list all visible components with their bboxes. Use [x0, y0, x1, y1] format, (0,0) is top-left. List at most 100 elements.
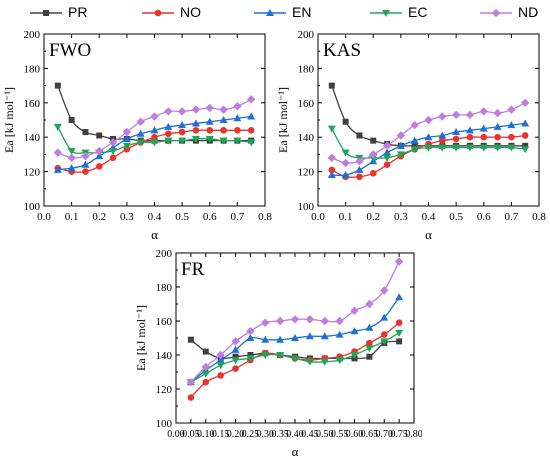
- data-point-no: [217, 372, 224, 379]
- data-point-en: [233, 114, 242, 122]
- data-point-no: [206, 127, 214, 134]
- data-point-nd: [177, 107, 187, 116]
- data-point-nd: [479, 107, 488, 116]
- x-tick-label: 0.75: [390, 429, 408, 440]
- data-point-en: [216, 356, 225, 364]
- data-point-nd: [233, 102, 242, 111]
- data-point-no: [165, 130, 172, 138]
- x-tick-label: 0.30: [257, 429, 275, 440]
- data-point-pr: [68, 117, 75, 123]
- y-tick-label: 160: [156, 316, 173, 328]
- data-point-nd: [369, 150, 378, 159]
- data-point-nd: [396, 131, 406, 140]
- data-point-ec: [247, 139, 256, 147]
- data-point-ec: [231, 357, 240, 365]
- data-point-ec: [291, 355, 299, 363]
- data-point-en: [231, 345, 240, 353]
- data-point-en: [261, 335, 270, 343]
- chart-panel-fwo: 100 120 140 160 180 200 0.0 0.1 0.2 0.3 0.4 0.5 0.6 0…: [0, 24, 275, 246]
- x-tick-label: 0.80: [405, 429, 422, 440]
- data-point-en: [164, 122, 173, 130]
- data-point-pr: [82, 129, 89, 136]
- data-point-pr: [187, 336, 194, 343]
- data-point-en: [150, 126, 159, 134]
- data-point-nd: [290, 315, 300, 324]
- data-point-nd: [380, 286, 389, 295]
- data-point-ec: [335, 357, 344, 365]
- series-nd: [327, 98, 530, 168]
- data-point-ec: [396, 151, 405, 159]
- data-point-en: [350, 327, 359, 335]
- data-point-en: [521, 119, 530, 127]
- data-point-ec: [507, 144, 516, 152]
- data-point-nd: [231, 337, 240, 346]
- data-point-ec: [424, 144, 433, 152]
- x-axis-label: α: [151, 227, 158, 242]
- legend-marker-pr: [43, 10, 49, 16]
- series-no: [54, 127, 255, 175]
- x-tick-label: 0.1: [339, 211, 353, 223]
- data-point-no: [220, 127, 227, 134]
- data-point-no: [521, 132, 529, 139]
- data-point-en: [507, 121, 516, 129]
- data-point-nd: [205, 103, 214, 113]
- data-point-nd: [191, 105, 201, 114]
- data-point-nd: [246, 327, 255, 336]
- data-point-no: [439, 137, 446, 144]
- data-point-ec: [191, 135, 200, 143]
- data-point-en: [122, 134, 131, 142]
- data-point-en: [247, 112, 256, 120]
- chart-legend: PR NO EN EC ND: [0, 0, 550, 26]
- y-tick-label: 180: [298, 63, 315, 75]
- x-tick-label: 0.40: [286, 429, 304, 440]
- data-point-nd: [219, 105, 228, 114]
- data-point-en: [205, 117, 214, 125]
- legend-swatch-pr: [30, 10, 62, 16]
- y-tick-label: 160: [24, 98, 41, 110]
- data-point-en: [136, 129, 145, 137]
- x-tick-label: 0.00: [167, 429, 185, 440]
- x-tick-label: 0.55: [331, 429, 349, 440]
- data-point-ec: [205, 135, 214, 143]
- data-point-nd: [67, 153, 76, 163]
- data-point-pr: [370, 137, 377, 144]
- data-point-en: [320, 332, 329, 340]
- data-point-nd: [53, 148, 63, 157]
- y-tick-label: 120: [24, 167, 41, 179]
- data-point-no: [95, 163, 103, 170]
- data-point-nd: [335, 316, 344, 326]
- data-point-ec: [276, 352, 285, 359]
- x-axis-label: α: [425, 227, 432, 242]
- data-point-no: [178, 128, 186, 136]
- data-point-nd: [186, 378, 196, 387]
- data-point-pr: [342, 118, 349, 125]
- data-point-ec: [327, 125, 336, 133]
- data-point-no: [395, 319, 403, 326]
- data-point-ec: [320, 358, 329, 366]
- data-point-en: [178, 121, 187, 129]
- x-tick-label: 0.5: [449, 211, 463, 223]
- data-point-ec: [53, 123, 62, 131]
- x-tick-label: 0.7: [231, 211, 245, 223]
- data-point-en: [424, 133, 433, 141]
- data-point-ec: [246, 355, 255, 363]
- data-point-ec: [219, 137, 228, 145]
- data-point-no: [369, 170, 377, 177]
- panel-title: FWO: [49, 40, 91, 61]
- x-tick-label: 0.10: [197, 429, 215, 440]
- data-point-nd: [410, 120, 419, 130]
- x-tick-label: 0.45: [301, 429, 319, 440]
- data-point-en: [276, 335, 285, 343]
- data-point-no: [202, 378, 210, 386]
- x-tick-label: 0.70: [376, 429, 394, 440]
- data-point-nd: [122, 127, 132, 137]
- data-point-ec: [493, 144, 502, 152]
- data-point-no: [234, 127, 241, 134]
- legend-label-no: NO: [180, 4, 201, 20]
- data-point-en: [355, 165, 364, 173]
- series-en: [327, 119, 530, 179]
- x-tick-label: 0.4: [148, 211, 162, 223]
- y-tick-label: 140: [298, 132, 315, 144]
- x-tick-label: 0.8: [532, 211, 546, 223]
- x-tick-label: 0.4: [422, 211, 436, 223]
